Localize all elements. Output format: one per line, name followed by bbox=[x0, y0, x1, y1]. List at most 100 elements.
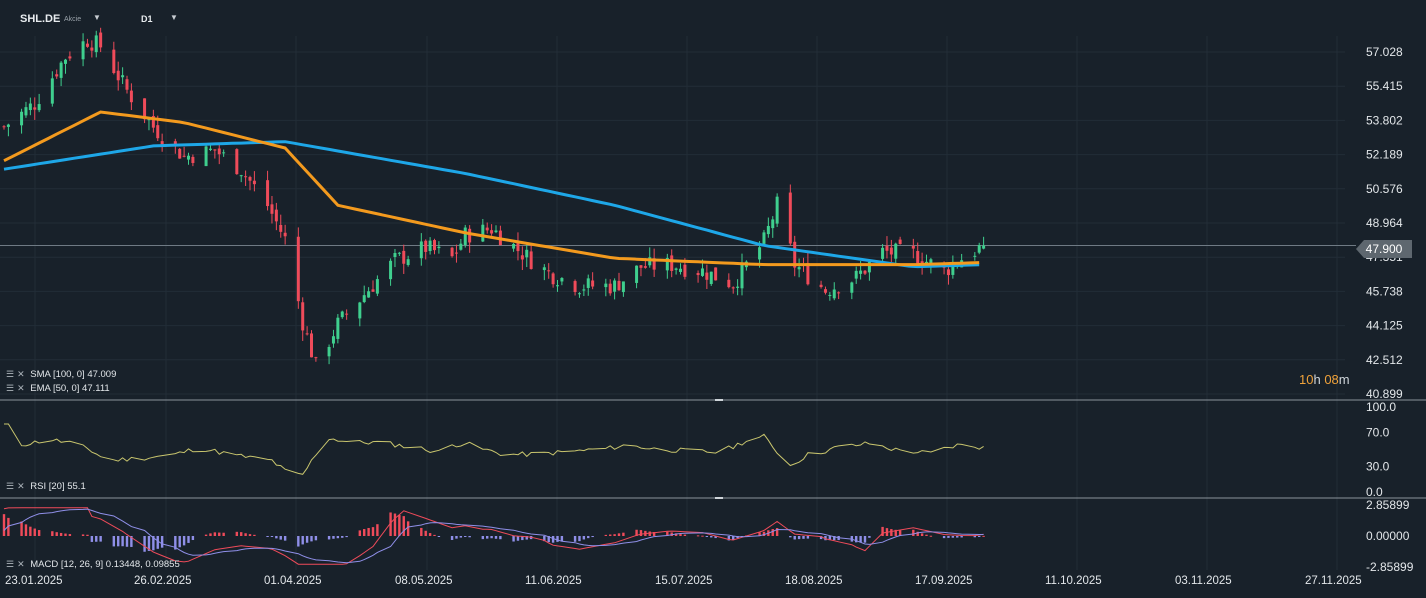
macd-histogram-bar bbox=[683, 534, 687, 536]
candle-body bbox=[274, 209, 278, 222]
macd-histogram-bar bbox=[578, 536, 581, 542]
macd-histogram-bar bbox=[455, 536, 458, 539]
macd-histogram-bar bbox=[174, 536, 177, 550]
macd-histogram-bar bbox=[95, 536, 98, 542]
candle-body bbox=[173, 141, 177, 145]
macd-histogram-bar bbox=[859, 536, 862, 543]
macd-histogram-bar bbox=[464, 536, 467, 537]
macd-histogram-bar bbox=[248, 534, 252, 536]
candle-body bbox=[94, 35, 98, 53]
candle-body bbox=[389, 260, 393, 280]
date-label: 23.01.2025 bbox=[5, 575, 63, 587]
date-label: 27.11.2025 bbox=[1305, 575, 1362, 587]
candle-body bbox=[771, 219, 775, 229]
ema-remove-icon[interactable]: ✕ bbox=[17, 383, 25, 393]
macd-histogram-bar bbox=[705, 536, 709, 537]
candle-body bbox=[700, 268, 704, 276]
macd-histogram-bar bbox=[951, 536, 955, 538]
macd-histogram-bar bbox=[55, 532, 58, 536]
macd-histogram-bar bbox=[29, 526, 32, 536]
macd-histogram-bar bbox=[90, 536, 94, 542]
macd-histogram-bar bbox=[868, 536, 871, 538]
candle-body bbox=[806, 263, 810, 285]
candle-body bbox=[586, 278, 590, 288]
macd-remove-icon[interactable]: ✕ bbox=[17, 559, 25, 569]
price-axis-label: 52.189 bbox=[1366, 148, 1403, 162]
timeframe-dropdown-icon[interactable]: ▼ bbox=[170, 13, 178, 22]
macd-histogram-bar bbox=[147, 536, 151, 551]
macd-histogram-bar bbox=[973, 536, 977, 538]
timeframe-selector[interactable]: D1 bbox=[141, 14, 153, 24]
macd-histogram-bar bbox=[253, 534, 256, 536]
candle-body bbox=[683, 264, 687, 277]
macd-histogram-bar bbox=[802, 536, 805, 539]
candle-body bbox=[547, 270, 551, 272]
ticker-symbol[interactable]: SHL.DE bbox=[20, 13, 61, 25]
macd-histogram-bar bbox=[978, 536, 981, 537]
macd-histogram-bar bbox=[191, 536, 195, 541]
rsi-axis-label: 30.0 bbox=[1366, 460, 1390, 474]
rsi-remove-icon[interactable]: ✕ bbox=[17, 481, 25, 491]
candle-body bbox=[867, 262, 871, 273]
macd-histogram-bar bbox=[666, 531, 669, 536]
macd-histogram-bar bbox=[920, 533, 924, 536]
macd-histogram-bar bbox=[433, 534, 436, 536]
macd-histogram-bar bbox=[20, 521, 23, 536]
candle-body bbox=[371, 289, 375, 292]
candle-body bbox=[375, 279, 379, 294]
candle-body bbox=[696, 273, 700, 276]
macd-histogram-bar bbox=[674, 533, 678, 536]
macd-histogram-bar bbox=[622, 532, 625, 536]
macd-histogram-bar bbox=[613, 534, 616, 536]
price-axis-label: 44.125 bbox=[1366, 319, 1403, 333]
candle-body bbox=[556, 285, 559, 287]
ema-legend: ☰ ✕ EMA [50, 0] 47.111 bbox=[6, 383, 110, 394]
candle-body bbox=[85, 43, 89, 47]
macd-axis-label: 2.85899 bbox=[1366, 498, 1410, 512]
candle-body bbox=[362, 295, 366, 303]
symbol-dropdown-icon[interactable]: ▼ bbox=[93, 13, 101, 22]
candle-body bbox=[235, 149, 239, 175]
candle-body bbox=[740, 263, 744, 289]
sma-remove-icon[interactable]: ✕ bbox=[17, 369, 25, 379]
candle-body bbox=[187, 155, 190, 160]
macd-histogram-bar bbox=[68, 534, 72, 536]
macd-histogram-bar bbox=[398, 514, 401, 536]
macd-histogram-bar bbox=[947, 536, 950, 538]
macd-settings-icon[interactable]: ☰ bbox=[6, 559, 15, 569]
candle-body bbox=[520, 255, 524, 260]
macd-histogram-bar bbox=[648, 531, 651, 536]
macd-histogram-bar bbox=[117, 536, 120, 547]
candle-body bbox=[494, 230, 498, 233]
candle-body bbox=[121, 75, 125, 78]
rsi-pane-resize-handle[interactable] bbox=[715, 399, 723, 401]
macd-histogram-bar bbox=[314, 536, 318, 541]
current-price-badge: 47.900 bbox=[1356, 240, 1412, 258]
macd-histogram-bar bbox=[635, 529, 638, 536]
macd-histogram-bar bbox=[560, 536, 564, 542]
price-axis-label: 57.028 bbox=[1366, 45, 1403, 59]
candle-body bbox=[775, 196, 779, 224]
candle-body bbox=[604, 283, 608, 288]
macd-histogram-bar bbox=[775, 528, 779, 536]
candle-body bbox=[336, 317, 340, 339]
candle-body bbox=[916, 251, 920, 265]
candle-body bbox=[885, 245, 889, 251]
macd-pane-resize-handle[interactable] bbox=[715, 497, 723, 499]
macd-histogram-bar bbox=[960, 536, 963, 538]
sma-settings-icon[interactable]: ☰ bbox=[6, 369, 15, 379]
rsi-settings-icon[interactable]: ☰ bbox=[6, 481, 15, 491]
candle-body bbox=[665, 257, 669, 271]
macd-histogram-bar bbox=[863, 536, 867, 543]
macd-histogram-bar bbox=[797, 536, 801, 540]
candle-body bbox=[314, 357, 318, 359]
candle-body bbox=[437, 246, 441, 249]
candle-body bbox=[156, 125, 160, 139]
candle-body bbox=[797, 267, 801, 270]
candle-body bbox=[898, 239, 902, 245]
macd-histogram-bar bbox=[894, 529, 897, 536]
candle-body bbox=[643, 266, 647, 268]
ema-settings-icon[interactable]: ☰ bbox=[6, 383, 15, 393]
candle-body bbox=[266, 180, 270, 207]
